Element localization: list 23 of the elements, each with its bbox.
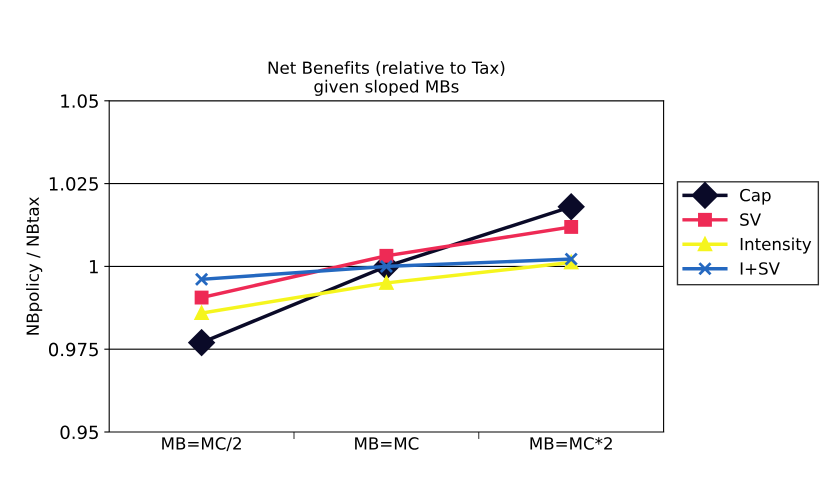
legend-label: Cap xyxy=(740,188,771,205)
y-axis-title: NBpolicy / NBtax xyxy=(26,197,42,335)
y-tick-label: 0.95 xyxy=(60,425,98,440)
point xyxy=(564,252,578,266)
point xyxy=(194,306,209,320)
point xyxy=(379,276,394,290)
point xyxy=(379,248,394,263)
point xyxy=(194,290,209,304)
x-tick-label: MB=MC*2 xyxy=(530,437,612,450)
y-tick-label: 0.975 xyxy=(48,342,98,356)
point xyxy=(564,220,578,234)
legend-label: SV xyxy=(740,213,761,226)
point xyxy=(188,329,215,356)
y-tick-label: 1.05 xyxy=(61,94,98,108)
chart-title: Net Benefits (relative to Tax) given sloped MBs xyxy=(268,61,504,96)
point xyxy=(558,194,584,220)
x-tick-label: MB=MC xyxy=(355,437,418,450)
legend-label: I+SV xyxy=(740,262,780,275)
legend-label: Intensity xyxy=(740,237,812,254)
y-tick-label: 1.025 xyxy=(50,177,98,191)
y-tick-label: 1 xyxy=(90,260,98,274)
point xyxy=(194,272,209,286)
x-tick-label: MB=MC/2 xyxy=(162,437,241,452)
